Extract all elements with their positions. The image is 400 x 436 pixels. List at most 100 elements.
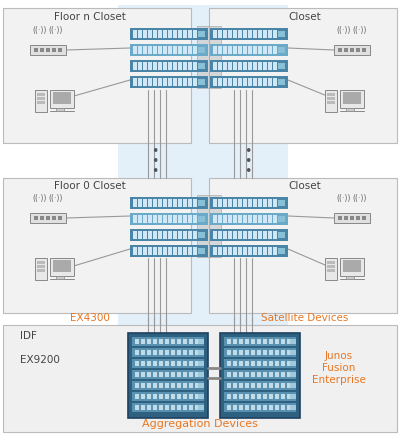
- Bar: [210, 213, 288, 225]
- Bar: [168, 46, 172, 54]
- Bar: [281, 405, 285, 410]
- Bar: [153, 372, 157, 377]
- Bar: [228, 199, 232, 207]
- Bar: [228, 231, 232, 239]
- Bar: [233, 394, 237, 399]
- Bar: [278, 63, 285, 69]
- Bar: [163, 247, 167, 255]
- Bar: [257, 361, 261, 366]
- Bar: [233, 247, 237, 255]
- Bar: [248, 46, 252, 54]
- Bar: [228, 78, 232, 86]
- Bar: [275, 350, 279, 355]
- Text: ((·)): ((·)): [49, 194, 63, 203]
- Bar: [269, 372, 273, 377]
- Bar: [138, 30, 142, 38]
- Bar: [263, 62, 267, 70]
- Bar: [233, 78, 237, 86]
- Bar: [233, 199, 237, 207]
- Bar: [273, 215, 277, 223]
- Bar: [245, 405, 249, 410]
- Bar: [245, 350, 249, 355]
- Bar: [273, 30, 277, 38]
- Bar: [178, 231, 182, 239]
- Bar: [278, 31, 285, 37]
- Bar: [198, 47, 205, 53]
- Bar: [37, 265, 45, 268]
- Bar: [258, 199, 262, 207]
- Bar: [197, 195, 209, 257]
- Bar: [148, 215, 152, 223]
- Bar: [287, 405, 291, 410]
- Bar: [243, 78, 247, 86]
- Bar: [188, 215, 192, 223]
- Bar: [258, 215, 262, 223]
- Bar: [148, 78, 152, 86]
- Bar: [253, 247, 257, 255]
- Bar: [209, 178, 397, 313]
- Bar: [188, 62, 192, 70]
- Bar: [213, 199, 217, 207]
- Bar: [52, 48, 56, 52]
- Bar: [183, 372, 187, 377]
- Bar: [153, 383, 157, 388]
- Bar: [147, 394, 151, 399]
- Bar: [253, 62, 257, 70]
- Bar: [233, 231, 237, 239]
- Bar: [34, 48, 38, 52]
- Bar: [178, 78, 182, 86]
- Bar: [183, 215, 187, 223]
- Bar: [159, 383, 163, 388]
- Bar: [3, 178, 191, 313]
- Bar: [239, 405, 243, 410]
- Bar: [40, 216, 44, 220]
- Bar: [210, 245, 288, 257]
- Bar: [193, 231, 197, 239]
- Bar: [193, 62, 197, 70]
- Bar: [143, 30, 147, 38]
- Bar: [198, 248, 205, 254]
- Bar: [168, 199, 172, 207]
- Bar: [239, 372, 243, 377]
- Bar: [133, 231, 137, 239]
- Text: Closet: Closet: [289, 181, 321, 191]
- Bar: [143, 231, 147, 239]
- Bar: [143, 62, 147, 70]
- Bar: [163, 78, 167, 86]
- Bar: [245, 339, 249, 344]
- Bar: [148, 199, 152, 207]
- Bar: [213, 62, 217, 70]
- Bar: [37, 97, 45, 100]
- Bar: [275, 383, 279, 388]
- Bar: [233, 383, 237, 388]
- Bar: [50, 90, 74, 108]
- Bar: [168, 78, 172, 86]
- Bar: [177, 383, 181, 388]
- Bar: [198, 361, 204, 366]
- Bar: [158, 78, 162, 86]
- Bar: [183, 405, 187, 410]
- Bar: [290, 361, 296, 366]
- Bar: [268, 215, 272, 223]
- Bar: [228, 46, 232, 54]
- Bar: [362, 216, 366, 220]
- Bar: [183, 247, 187, 255]
- Bar: [153, 405, 157, 410]
- Bar: [195, 339, 199, 344]
- Bar: [198, 394, 204, 399]
- Bar: [141, 372, 145, 377]
- Text: Satellite Devices: Satellite Devices: [261, 313, 349, 323]
- Text: •: •: [244, 146, 252, 159]
- Bar: [213, 215, 217, 223]
- Bar: [168, 231, 172, 239]
- Bar: [245, 394, 249, 399]
- Bar: [133, 46, 137, 54]
- Text: •: •: [244, 156, 252, 168]
- Bar: [195, 350, 199, 355]
- Bar: [275, 372, 279, 377]
- Bar: [268, 62, 272, 70]
- Bar: [141, 383, 145, 388]
- Bar: [257, 372, 261, 377]
- Bar: [193, 247, 197, 255]
- Bar: [273, 199, 277, 207]
